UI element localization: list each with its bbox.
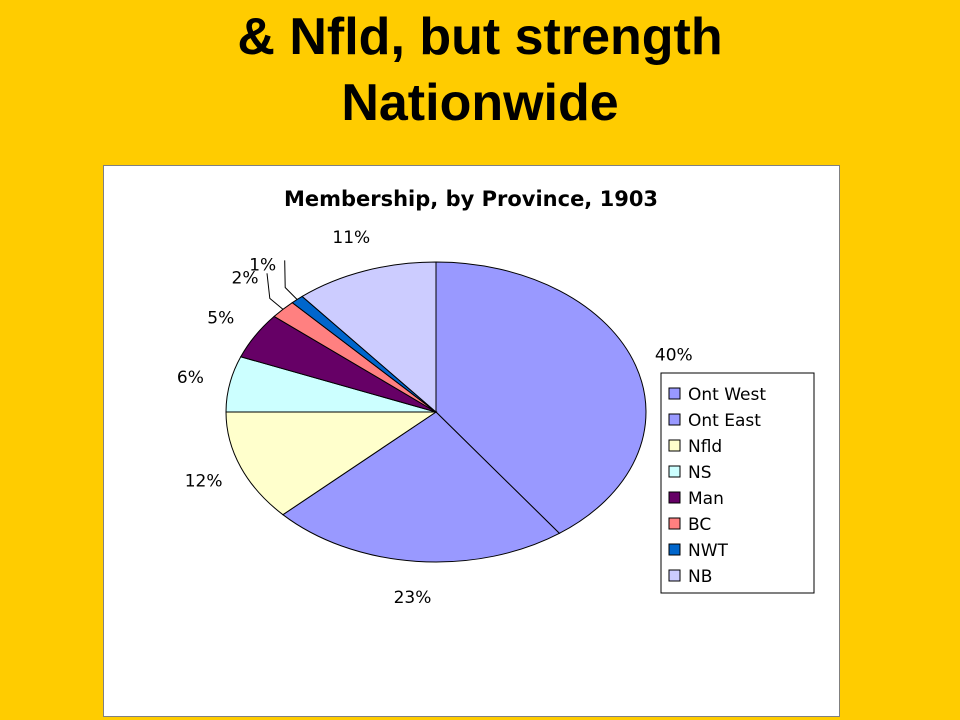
percent-label-nwt: 1% bbox=[249, 255, 276, 275]
legend-label-ont-west: Ont West bbox=[688, 385, 766, 405]
slide-title-line-2: Nationwide bbox=[341, 74, 619, 132]
pie-slice-ont-west bbox=[435, 261, 647, 534]
legend-swatch-nfld bbox=[668, 439, 681, 452]
pie-chart: Membership, by Province, 1903 40% 23% 12% 6… bbox=[177, 187, 815, 608]
percent-labels: 40% 23% 12% 6% 5% 2%1% 11% bbox=[177, 228, 693, 608]
legend-swatch-nwt bbox=[668, 543, 681, 556]
legend-label-ont-east: Ont East bbox=[688, 411, 761, 431]
leader-lines bbox=[266, 260, 298, 310]
legend-box bbox=[660, 372, 815, 594]
pie-slice-nb bbox=[301, 261, 437, 414]
leader-line-bc bbox=[266, 273, 284, 310]
percent-label-ont-east: 23% bbox=[394, 588, 432, 608]
chart-frame: Membership, by Province, 1903 40% 23% 12% 6… bbox=[103, 165, 840, 717]
percent-label-man: 5% bbox=[207, 308, 234, 328]
legend-label-nfld: Nfld bbox=[688, 437, 722, 457]
chart-title: Membership, by Province, 1903 bbox=[284, 187, 658, 211]
pie-slice-ont-east bbox=[282, 411, 561, 563]
legend-swatch-nb bbox=[668, 569, 681, 582]
percent-label-ns: 6% bbox=[177, 368, 204, 388]
legend-swatch-ont-west bbox=[668, 387, 681, 400]
legend-swatch-ns bbox=[668, 465, 681, 478]
leader-line-nwt bbox=[284, 260, 298, 300]
legend-label-ns: NS bbox=[688, 463, 712, 483]
legend-swatch-man bbox=[668, 491, 681, 504]
legend-label-bc: BC bbox=[688, 515, 711, 535]
percent-label-nfld: 12% bbox=[185, 472, 223, 492]
legend: Ont West Ont East Nfld NS Man BC NWT NB bbox=[660, 372, 815, 594]
pie-slices bbox=[225, 261, 647, 563]
percent-label-bc: 2% bbox=[232, 268, 259, 288]
percent-label-nb: 11% bbox=[332, 228, 370, 248]
legend-swatch-ont-east bbox=[668, 413, 681, 426]
legend-label-nb: NB bbox=[688, 567, 712, 587]
percent-label-ont-west: 40% bbox=[655, 346, 693, 366]
pie-slice-nfld bbox=[225, 411, 438, 516]
slide-title-line-1: & Nfld, but strength bbox=[237, 8, 723, 66]
legend-label-nwt: NWT bbox=[688, 541, 729, 561]
slide-title: & Nfld, but strength Nationwide bbox=[0, 4, 960, 136]
legend-swatch-bc bbox=[668, 517, 681, 530]
legend-label-man: Man bbox=[688, 489, 724, 509]
